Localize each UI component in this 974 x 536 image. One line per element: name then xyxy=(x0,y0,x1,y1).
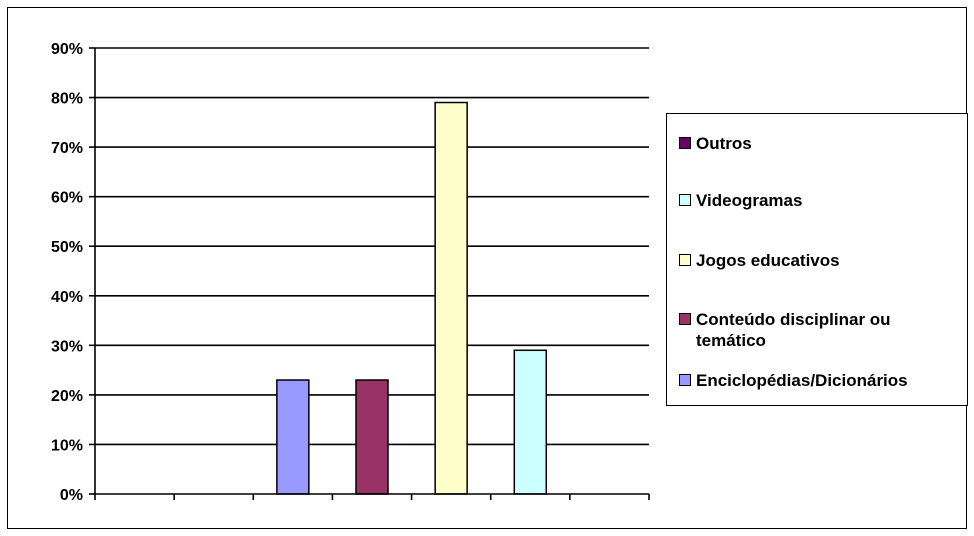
bar xyxy=(355,379,389,495)
legend-swatch xyxy=(679,374,691,386)
legend-label: Enciclopédias/Dicionários xyxy=(696,371,908,390)
gridlines xyxy=(95,47,649,446)
y-tick-label: 10% xyxy=(51,437,83,454)
y-tick-label: 70% xyxy=(51,140,83,157)
legend-swatch xyxy=(679,313,691,325)
legend-label: Outros xyxy=(696,134,752,153)
y-tick-label: 20% xyxy=(51,388,83,405)
y-tick-label: 50% xyxy=(51,239,83,256)
legend-swatch xyxy=(679,137,691,149)
legend-item-conteudo-disciplinar: Conteúdo disciplinar ou temático xyxy=(679,309,961,351)
legend-item-enciclopedias: Enciclopédias/Dicionários xyxy=(679,370,961,391)
bar xyxy=(513,349,548,495)
legend-swatch xyxy=(679,254,691,266)
y-tick-labels: 0% 10% 20% 30% 40% 50% 60% 70% 80% 90% xyxy=(51,41,83,504)
legend-swatch xyxy=(679,194,691,206)
legend-label: Jogos educativos xyxy=(696,251,840,270)
legend-label: Conteúdo disciplinar ou temático xyxy=(696,310,891,350)
legend: Outros Videogramas Jogos educativos Cont… xyxy=(666,113,968,406)
legend-label: Videogramas xyxy=(696,191,803,210)
legend-item-videogramas: Videogramas xyxy=(679,190,961,211)
bars xyxy=(276,101,548,495)
y-tick-label: 80% xyxy=(51,91,83,108)
y-tick-label: 40% xyxy=(51,289,83,306)
axes xyxy=(89,47,650,500)
legend-item-outros: Outros xyxy=(679,133,961,154)
y-tick-label: 90% xyxy=(51,41,83,58)
bar xyxy=(434,101,468,495)
y-tick-label: 60% xyxy=(51,190,83,207)
bar xyxy=(276,379,310,495)
y-tick-label: 30% xyxy=(51,338,83,355)
y-tick-label: 0% xyxy=(60,487,83,504)
legend-item-jogos-educativos: Jogos educativos xyxy=(679,250,961,271)
